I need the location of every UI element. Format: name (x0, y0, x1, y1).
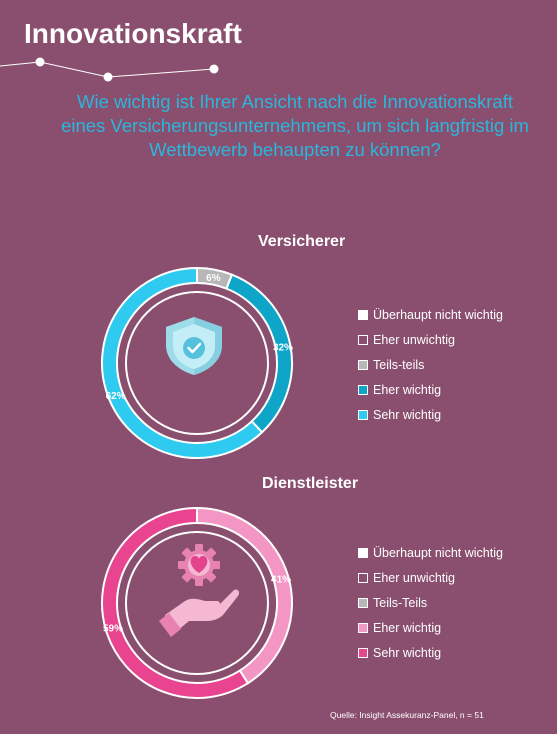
legend-item: Teils-Teils (358, 590, 503, 615)
donut-chart-dienstleister: 41% 59% (101, 506, 293, 699)
legend-item: Teils-teils (358, 352, 503, 377)
survey-question: Wie wichtig ist Ihrer Ansicht nach die I… (61, 91, 529, 160)
donut-inner-ring (125, 291, 269, 435)
legend-item: Sehr wichtig (358, 402, 503, 427)
legend-dienstleister: Überhaupt nicht wichtig Eher unwichtig Tei… (358, 540, 503, 665)
data-label: 6% (206, 273, 221, 284)
data-label: 32% (273, 343, 293, 354)
legend-item: Überhaupt nicht wichtig (358, 540, 503, 565)
legend-label: Eher wichtig (373, 382, 442, 397)
legend-item: Eher unwichtig (358, 565, 503, 590)
deco-dot (103, 72, 113, 82)
legend-swatch (358, 597, 368, 608)
chart-title-dienstleister: Dienstleister (262, 475, 359, 492)
hand-heart-gear-icon (159, 544, 240, 637)
legend-label: Sehr wichtig (373, 407, 442, 422)
legend-item: Eher wichtig (358, 615, 503, 640)
legend-label: Überhaupt nicht wichtig (373, 307, 503, 322)
chart-title-versicherer: Versicherer (258, 233, 346, 250)
legend-swatch (358, 647, 368, 658)
data-label: 41% (271, 575, 291, 586)
legend-swatch (358, 359, 368, 370)
deco-dot (209, 64, 219, 74)
legend-item: Sehr wichtig (358, 640, 503, 665)
legend-label: Eher wichtig (373, 620, 442, 635)
donut-slice-sehr-wichtig (101, 266, 264, 459)
legend-swatch (358, 384, 368, 395)
decorative-line (0, 57, 219, 82)
legend-label: Sehr wichtig (373, 645, 442, 660)
legend-versicherer: Überhaupt nicht wichtig Eher unwichtig Tei… (358, 302, 503, 427)
legend-label: Überhaupt nicht wichtig (373, 545, 503, 560)
donut-slice-sehr-wichtig (101, 506, 250, 699)
data-label: 59% (103, 623, 123, 634)
shield-check-icon (166, 317, 222, 375)
page-title: Innovationskraft (24, 18, 242, 49)
donut-chart-versicherer: 6% 32% 62% (101, 266, 293, 459)
donut-inner-ring (125, 531, 269, 675)
legend-label: Eher unwichtig (373, 570, 455, 585)
data-label: 62% (106, 391, 126, 402)
legend-item: Eher unwichtig (358, 327, 503, 352)
legend-swatch (358, 309, 368, 320)
deco-dot (35, 57, 45, 67)
legend-swatch (358, 409, 368, 420)
legend-label: Teils-Teils (373, 595, 428, 610)
legend-swatch (358, 622, 368, 633)
legend-label: Teils-teils (373, 357, 425, 372)
legend-swatch (358, 334, 368, 345)
legend-swatch (358, 572, 368, 583)
legend-swatch (358, 547, 368, 558)
legend-item: Überhaupt nicht wichtig (358, 302, 503, 327)
legend-item: Eher wichtig (358, 377, 503, 402)
source-note: Quelle: Insight Assekuranz-Panel, n = 51 (330, 710, 484, 720)
legend-label: Eher unwichtig (373, 332, 455, 347)
